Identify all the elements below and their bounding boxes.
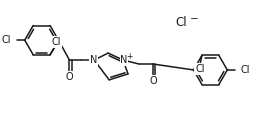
- Text: O: O: [149, 76, 157, 86]
- Text: Cl: Cl: [51, 37, 61, 47]
- Text: Cl: Cl: [240, 65, 250, 75]
- Text: Cl: Cl: [1, 35, 11, 45]
- Text: N: N: [90, 55, 97, 65]
- Text: O: O: [66, 72, 73, 82]
- Text: +: +: [126, 52, 132, 61]
- Text: N: N: [120, 55, 128, 65]
- Text: Cl: Cl: [176, 16, 187, 29]
- Text: Cl: Cl: [195, 64, 205, 74]
- Text: −: −: [190, 14, 198, 24]
